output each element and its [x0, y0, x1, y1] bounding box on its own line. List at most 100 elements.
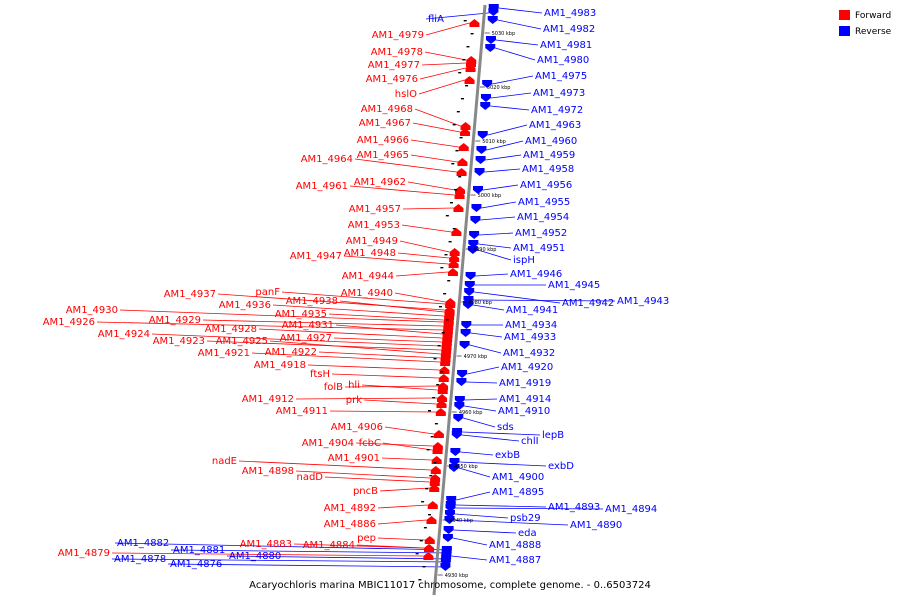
gene-glyph-am1-4981[interactable] [485, 36, 496, 44]
gene-label-exbb[interactable]: exbB [495, 450, 520, 461]
gene-glyph-sds[interactable] [453, 414, 464, 422]
gene-glyph-am1-4973[interactable] [480, 94, 491, 102]
gene-glyph-am1-4972[interactable] [480, 102, 491, 110]
gene-label-am1-4978[interactable]: AM1_4978 [371, 47, 423, 58]
gene-glyph-am1-4888[interactable] [442, 534, 453, 542]
gene-glyph-am1-4945[interactable] [464, 281, 475, 289]
gene-glyph-am1-4967[interactable] [460, 128, 471, 136]
gene-label-prk[interactable]: prk [346, 395, 362, 406]
gene-glyph-am1-4947[interactable] [448, 260, 459, 268]
gene-label-am1-4932[interactable]: AM1_4932 [503, 348, 555, 359]
gene-glyph-am1-4982[interactable] [487, 16, 498, 24]
gene-label-panf[interactable]: panF [255, 287, 280, 298]
gene-label-hli[interactable]: hli [348, 380, 360, 391]
gene-label-am1-4927[interactable]: AM1_4927 [280, 333, 332, 344]
gene-glyph-am1-4968[interactable] [460, 122, 471, 130]
gene-label-am1-4928[interactable]: AM1_4928 [205, 324, 257, 335]
gene-label-am1-4973[interactable]: AM1_4973 [533, 88, 585, 99]
gene-glyph-am1-4954[interactable] [470, 216, 481, 224]
gene-label-am1-4958[interactable]: AM1_4958 [522, 164, 574, 175]
gene-glyph-am1-4959[interactable] [475, 156, 486, 164]
gene-label-am1-4976[interactable]: AM1_4976 [366, 74, 418, 85]
gene-label-am1-4946[interactable]: AM1_4946 [510, 269, 562, 280]
gene-label-am1-4890[interactable]: AM1_4890 [570, 520, 622, 531]
gene-label-am1-4924[interactable]: AM1_4924 [98, 329, 150, 340]
gene-label-am1-4898[interactable]: AM1_4898 [242, 466, 294, 477]
gene-glyph-am1-4961[interactable] [454, 191, 465, 199]
gene-glyph-eda[interactable] [443, 526, 454, 534]
gene-label-am1-4965[interactable]: AM1_4965 [357, 150, 409, 161]
gene-glyph-am1-4941[interactable] [463, 301, 474, 309]
gene-label-am1-4960[interactable]: AM1_4960 [525, 136, 577, 147]
gene-label-am1-4975[interactable]: AM1_4975 [535, 71, 587, 82]
gene-glyph-am1-4934[interactable] [461, 321, 472, 329]
gene-glyph-am1-4956[interactable] [473, 186, 484, 194]
gene-label-am1-4977[interactable]: AM1_4977 [368, 60, 420, 71]
gene-glyph-am1-4906[interactable] [433, 430, 444, 438]
gene-label-am1-4947[interactable]: AM1_4947 [290, 251, 342, 262]
gene-label-am1-4900[interactable]: AM1_4900 [492, 472, 544, 483]
gene-label-flia[interactable]: fliA [428, 14, 444, 25]
gene-label-exbd[interactable]: exbD [548, 461, 574, 472]
gene-glyph-fcbc[interactable] [432, 446, 443, 454]
gene-glyph-am1-4886[interactable] [426, 516, 437, 524]
gene-label-sds[interactable]: sds [497, 422, 514, 433]
gene-glyph-am1-4946[interactable] [465, 272, 476, 280]
gene-label-am1-4956[interactable]: AM1_4956 [520, 180, 572, 191]
gene-label-am1-4981[interactable]: AM1_4981 [540, 40, 592, 51]
gene-label-am1-4886[interactable]: AM1_4886 [324, 519, 376, 530]
gene-glyph-ftsh[interactable] [438, 374, 449, 382]
gene-glyph-am1-4958[interactable] [474, 168, 485, 176]
gene-glyph-am1-4919[interactable] [456, 378, 467, 386]
gene-glyph-am1-4876[interactable] [440, 563, 451, 571]
gene-glyph-am1-4948[interactable] [449, 254, 460, 262]
gene-label-am1-4962[interactable]: AM1_4962 [354, 177, 406, 188]
gene-label-am1-4926[interactable]: AM1_4926 [43, 317, 95, 328]
gene-label-am1-4936[interactable]: AM1_4936 [219, 300, 271, 311]
gene-label-isph[interactable]: ispH [513, 255, 535, 266]
gene-glyph-am1-4932[interactable] [459, 341, 470, 349]
gene-label-am1-4949[interactable]: AM1_4949 [346, 236, 398, 247]
gene-glyph-nade[interactable] [430, 466, 441, 474]
gene-label-am1-4934[interactable]: AM1_4934 [505, 320, 557, 331]
gene-label-am1-4954[interactable]: AM1_4954 [517, 212, 569, 223]
gene-glyph-am1-4884[interactable] [424, 544, 435, 552]
gene-label-am1-4893[interactable]: AM1_4893 [548, 502, 600, 513]
gene-label-fcbc[interactable]: fcbC [359, 438, 381, 449]
gene-label-lepb[interactable]: lepB [542, 430, 564, 441]
gene-label-ftsh[interactable]: ftsH [310, 369, 330, 380]
gene-label-am1-4882[interactable]: AM1_4882 [117, 538, 169, 549]
gene-label-am1-4951[interactable]: AM1_4951 [513, 243, 565, 254]
gene-label-am1-4982[interactable]: AM1_4982 [543, 24, 595, 35]
gene-label-am1-4941[interactable]: AM1_4941 [506, 305, 558, 316]
gene-label-am1-4880[interactable]: AM1_4880 [229, 551, 281, 562]
gene-glyph-exbb[interactable] [450, 448, 461, 456]
gene-label-am1-4892[interactable]: AM1_4892 [324, 503, 376, 514]
gene-label-pep[interactable]: pep [357, 533, 376, 544]
gene-label-am1-4938[interactable]: AM1_4938 [286, 296, 338, 307]
gene-glyph-am1-4910[interactable] [454, 402, 465, 410]
gene-label-am1-4904[interactable]: AM1_4904 [302, 438, 354, 449]
gene-label-am1-4968[interactable]: AM1_4968 [361, 104, 413, 115]
gene-glyph-hli[interactable] [437, 386, 448, 394]
gene-glyph-am1-4983[interactable] [488, 4, 499, 12]
gene-label-am1-4887[interactable]: AM1_4887 [489, 555, 541, 566]
gene-label-am1-4964[interactable]: AM1_4964 [301, 154, 353, 165]
gene-glyph-am1-4911[interactable] [435, 408, 446, 416]
gene-label-am1-4959[interactable]: AM1_4959 [523, 150, 575, 161]
gene-label-psb29[interactable]: psb29 [510, 513, 541, 524]
gene-label-am1-4937[interactable]: AM1_4937 [164, 289, 216, 300]
gene-glyph-am1-4890[interactable] [444, 516, 455, 524]
gene-label-am1-4967[interactable]: AM1_4967 [359, 118, 411, 129]
gene-label-nadd[interactable]: nadD [296, 472, 323, 483]
gene-glyph-am1-4960[interactable] [476, 146, 487, 154]
gene-label-am1-4914[interactable]: AM1_4914 [499, 394, 551, 405]
gene-label-am1-4940[interactable]: AM1_4940 [341, 288, 393, 299]
gene-label-am1-4878[interactable]: AM1_4878 [114, 554, 166, 565]
gene-glyph-am1-4933[interactable] [460, 329, 471, 337]
gene-label-folb[interactable]: folB [324, 382, 343, 393]
gene-label-am1-4876[interactable]: AM1_4876 [170, 559, 222, 570]
gene-glyph-am1-4940[interactable] [445, 298, 456, 306]
gene-label-am1-4953[interactable]: AM1_4953 [348, 220, 400, 231]
gene-label-am1-4918[interactable]: AM1_4918 [254, 360, 306, 371]
